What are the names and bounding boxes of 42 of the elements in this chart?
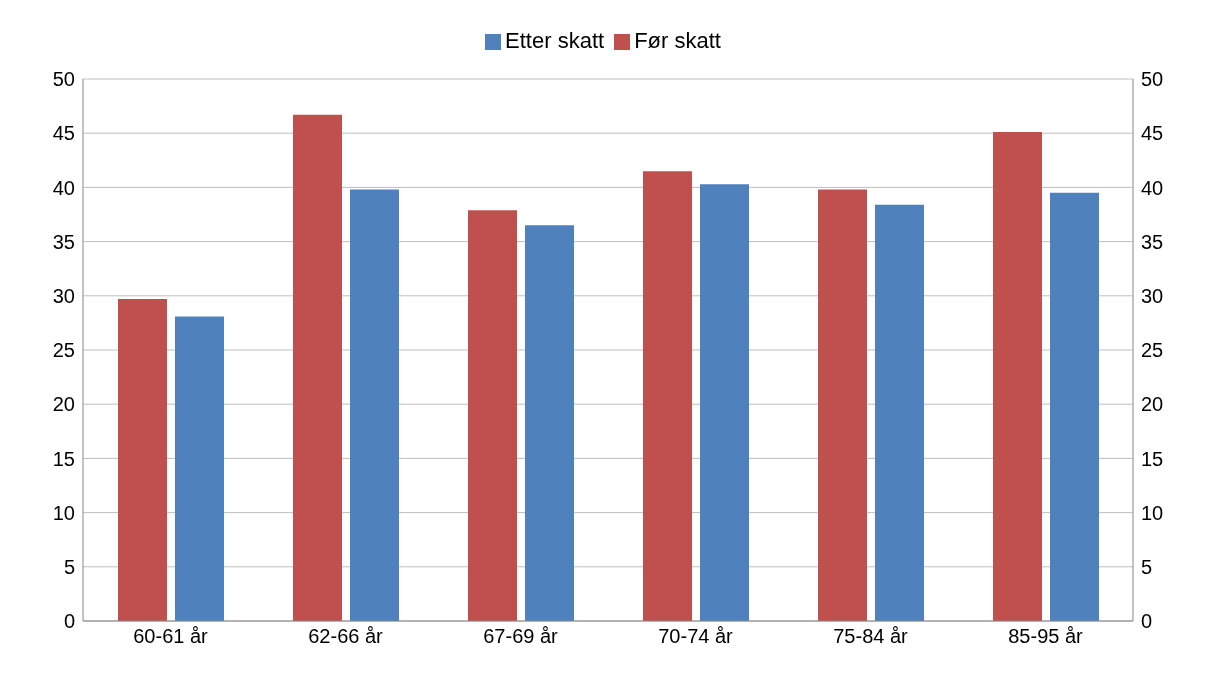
y-tick-label: 0: [63, 610, 75, 633]
bar: [993, 132, 1042, 621]
bar: [525, 225, 574, 621]
x-tick-label: 70-74 år: [658, 625, 734, 648]
y-tick-label: 50: [52, 68, 75, 91]
y-tick-label: 5: [63, 555, 75, 578]
y2-tick-label: 0: [1141, 610, 1153, 633]
y-tick-label: 35: [52, 230, 75, 253]
bar: [818, 189, 867, 621]
y2-tick-label: 30: [1141, 284, 1164, 307]
bar: [118, 299, 167, 621]
y2-tick-label: 25: [1141, 339, 1164, 362]
y2-tick-label: 20: [1141, 393, 1164, 416]
bar: [293, 114, 342, 621]
x-tick-label: 62-66 år: [308, 625, 384, 648]
bar: [875, 204, 924, 621]
y-tick-label: 30: [52, 284, 75, 307]
y-tick-label: 45: [52, 122, 75, 145]
x-tick-label: 75-84 år: [833, 625, 909, 648]
bar: [350, 189, 399, 621]
y2-tick-label: 45: [1141, 122, 1164, 145]
bar: [700, 184, 749, 621]
x-tick-label: 60-61 år: [133, 625, 209, 648]
bar: [468, 210, 517, 621]
y-tick-label: 20: [52, 393, 75, 416]
y2-tick-label: 10: [1141, 501, 1164, 524]
bar: [175, 316, 224, 621]
bar: [643, 171, 692, 621]
y2-tick-label: 35: [1141, 230, 1164, 253]
bar: [1050, 192, 1099, 621]
y2-tick-label: 50: [1141, 68, 1164, 91]
x-tick-label: 67-69 år: [483, 625, 559, 648]
y2-tick-label: 5: [1141, 555, 1153, 578]
legend-label: Etter skatt: [505, 28, 605, 53]
legend-label: Før skatt: [634, 28, 721, 53]
y2-tick-label: 15: [1141, 447, 1164, 470]
y2-tick-label: 40: [1141, 176, 1164, 199]
y-tick-label: 15: [52, 447, 75, 470]
y-tick-label: 25: [52, 339, 75, 362]
y-tick-label: 10: [52, 501, 75, 524]
y-tick-label: 40: [52, 176, 75, 199]
x-tick-label: 85-95 år: [1008, 625, 1084, 648]
